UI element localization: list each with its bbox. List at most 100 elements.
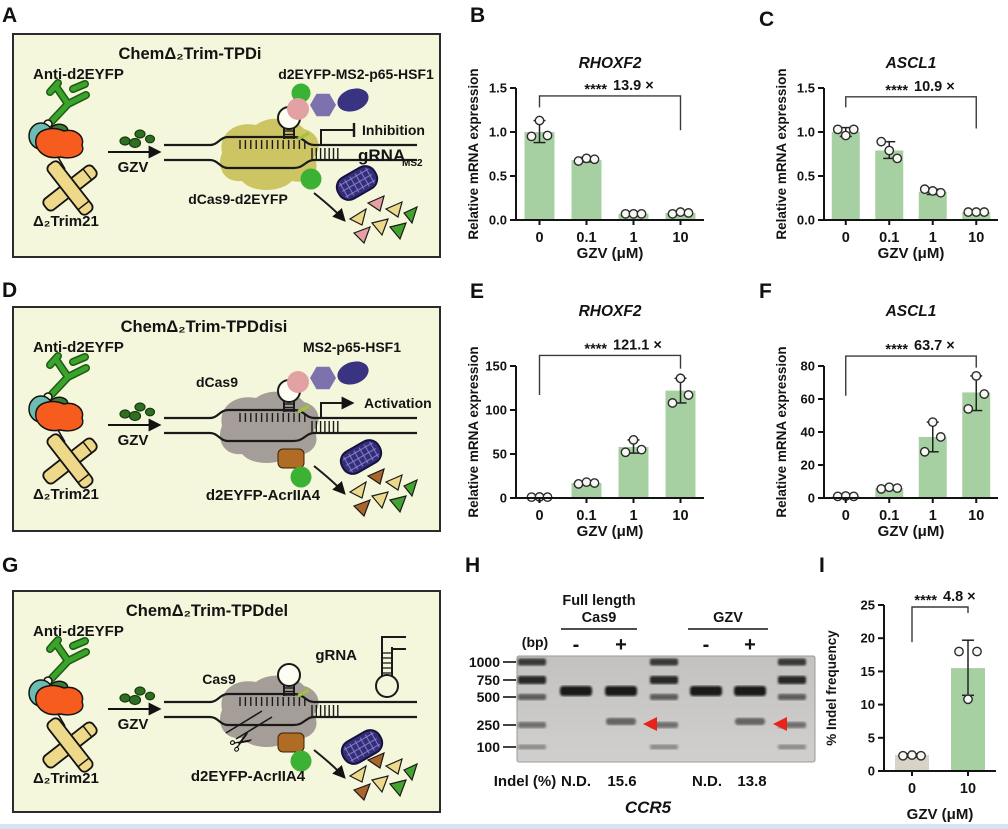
group-label-fulllength: Full length bbox=[562, 593, 635, 609]
panel-letter-i: I bbox=[819, 554, 825, 577]
effect-label: Inhibition bbox=[362, 122, 425, 138]
grna-label: gRNA bbox=[315, 647, 357, 664]
chart-title: RHOXF2 bbox=[579, 55, 642, 72]
significance-bracket bbox=[845, 355, 977, 396]
trim21-label: Δ₂Trim21 bbox=[33, 770, 99, 787]
indel-row-label: Indel (%) bbox=[494, 773, 557, 790]
adaptor-protein-icon bbox=[35, 127, 84, 159]
data-point bbox=[542, 130, 553, 141]
x-tick-label: 0 bbox=[842, 230, 850, 246]
x-tick-label: 0.1 bbox=[879, 508, 899, 524]
pcr-band bbox=[690, 686, 722, 696]
data-point bbox=[963, 404, 974, 414]
y-axis-label: Relative mRNA expression bbox=[466, 68, 481, 239]
data-point bbox=[573, 479, 584, 489]
y-tick-label: 0.5 bbox=[489, 169, 507, 184]
dna-cut-mark bbox=[225, 710, 263, 734]
data-point bbox=[848, 491, 859, 502]
dna-strands-icon bbox=[164, 692, 417, 727]
gzv-molecules-icon bbox=[119, 129, 156, 149]
ladder-lane bbox=[778, 658, 806, 750]
trim21-cross-icon bbox=[42, 433, 98, 489]
data-point bbox=[848, 124, 859, 135]
x-tick-label: 10 bbox=[672, 230, 688, 246]
sgrna-linker-icon bbox=[297, 688, 310, 698]
activator-complex-label: MS2-p65-HSF1 bbox=[303, 339, 401, 355]
panel-letter-h: H bbox=[465, 554, 481, 577]
gzv-label: GZV bbox=[118, 716, 149, 733]
grna-subscript: MS2 bbox=[402, 158, 423, 169]
data-point bbox=[979, 389, 990, 399]
y-tick-label: 60 bbox=[801, 392, 815, 407]
y-tick-label: 5 bbox=[868, 730, 875, 745]
data-point bbox=[832, 124, 843, 135]
red-arrowhead-icon bbox=[773, 717, 787, 731]
data-point bbox=[898, 750, 908, 761]
data-point bbox=[675, 373, 686, 384]
x-axis-label: GZV (μM) bbox=[907, 806, 974, 823]
chart-title: RHOXF2 bbox=[579, 303, 642, 320]
panel-letter-d: D bbox=[2, 279, 18, 302]
x-tick-label: 1 bbox=[929, 508, 937, 524]
ladder-lane bbox=[518, 658, 546, 750]
significance-stars: **** bbox=[885, 342, 908, 358]
hsf1-icon bbox=[337, 88, 369, 112]
x-tick-label: 0 bbox=[842, 508, 850, 524]
cas-label: dCas9 bbox=[196, 374, 238, 390]
gzv-label: GZV bbox=[118, 159, 149, 176]
bar-chart-panel-c: **** 10.9 × 0.0 0.5 1.0 1.5 0 0.1 1 10 GZV (μM) Rel… bbox=[774, 55, 998, 262]
x-axis-label: GZV (μM) bbox=[878, 245, 945, 262]
trim21-cross-icon bbox=[42, 160, 98, 216]
trim21-cross-icon bbox=[42, 717, 98, 773]
degradation-arrow bbox=[313, 465, 346, 495]
y-tick-label: 50 bbox=[493, 447, 507, 462]
d2eyfp-tag-icon bbox=[290, 466, 312, 488]
y-tick-label: 10 bbox=[861, 697, 875, 712]
fold-change-label: 13.9 × bbox=[613, 78, 654, 94]
red-arrowhead-icon bbox=[643, 717, 657, 731]
acriia4-icon bbox=[277, 448, 305, 469]
fold-change-label: 4.8 × bbox=[943, 589, 976, 605]
bar-chart-panel-b: **** 13.9 × 0.0 0.5 1.0 1.5 0 0.1 1 10 GZV (μM) Rel… bbox=[466, 55, 704, 262]
y-tick-label: 20 bbox=[801, 458, 815, 473]
data-point bbox=[667, 398, 678, 408]
trim21-label: Δ₂Trim21 bbox=[33, 213, 99, 230]
degraded-fragments-icon bbox=[348, 194, 418, 245]
grna-dna-duplex-hatch-icon bbox=[239, 140, 306, 149]
data-point bbox=[935, 187, 946, 198]
cleavage-band bbox=[735, 718, 765, 725]
cas-label: dCas9-d2EYFP bbox=[188, 191, 288, 207]
data-point bbox=[907, 750, 917, 760]
significance-bracket bbox=[845, 96, 977, 129]
degradation-arrow bbox=[313, 749, 346, 779]
data-point bbox=[636, 208, 647, 219]
y-tick-label: 150 bbox=[485, 359, 507, 374]
bar bbox=[831, 132, 860, 220]
chart-title: ASCL1 bbox=[885, 55, 937, 72]
proteasome-icon bbox=[335, 165, 379, 201]
gzv-label: GZV bbox=[118, 432, 149, 449]
gene-label: CCR5 bbox=[625, 798, 672, 817]
panel-letter-e: E bbox=[470, 280, 485, 303]
x-axis-label: GZV (μM) bbox=[577, 523, 644, 540]
data-point bbox=[876, 484, 887, 494]
indel-value: 13.8 bbox=[737, 773, 766, 790]
fold-change-label: 63.7 × bbox=[914, 338, 955, 354]
x-tick-label: 0 bbox=[908, 781, 916, 797]
anti-d2eyfp-label: Anti-d2EYFP bbox=[33, 339, 124, 356]
antibody-icon bbox=[46, 79, 90, 125]
data-point bbox=[526, 131, 537, 142]
y-tick-label: 100 bbox=[485, 403, 507, 418]
y-tick-label: 0 bbox=[808, 491, 815, 506]
data-point bbox=[884, 482, 895, 493]
grna-dna-duplex-hatch-icon bbox=[239, 697, 306, 706]
bar-chart-panel-i: **** 4.8 × 0 5 10 15 20 25 0 10 GZV (μM) % Indel fr… bbox=[824, 589, 996, 823]
gel-image bbox=[516, 655, 816, 763]
data-point bbox=[636, 444, 647, 455]
significance-stars: **** bbox=[914, 593, 937, 609]
y-tick-label: 80 bbox=[801, 359, 815, 374]
pcr-band bbox=[560, 686, 592, 696]
d2eyfp-tag-icon bbox=[291, 83, 311, 103]
acr-label: d2EYFP-AcrIIA4 bbox=[191, 768, 306, 785]
